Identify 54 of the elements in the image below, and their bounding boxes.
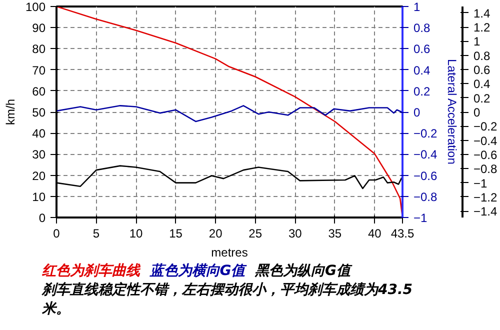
y3-tick-label: 1 (474, 34, 480, 49)
y3-tick-label: 0.6 (474, 63, 491, 78)
y3-tick-label: −1.4 (474, 204, 498, 219)
y3-tick-label: 0.8 (474, 48, 491, 63)
x-tick-label: 30 (288, 226, 302, 240)
y-tick-label: 80 (32, 42, 46, 56)
y-tick-label: 100 (25, 0, 46, 14)
x-tick-label: 35 (328, 226, 342, 240)
x-axis-title: metres (211, 246, 248, 260)
y3-tick-label: 0.4 (474, 77, 491, 92)
y-tick-label: 90 (32, 21, 46, 36)
x-tick-label: 15 (169, 226, 183, 240)
y2-tick-label: −1 (414, 211, 428, 225)
y-tick-label: 30 (32, 148, 46, 162)
text: 蓝色为横向G值 (150, 263, 246, 279)
y-tick-label: 20 (32, 168, 46, 183)
y3-tick-label: −0.6 (474, 148, 498, 162)
y-tick-label: 50 (32, 106, 46, 120)
text: 黑色为纵向G值 (255, 263, 350, 279)
y2-tick-label: −0.2 (414, 126, 438, 141)
y-axis-title: km/h (3, 98, 18, 125)
y3-tick-label: −0.4 (474, 134, 498, 148)
y-tick-label: 10 (32, 190, 46, 204)
y2-tick-label: −0.8 (414, 190, 438, 204)
y2-tick-label: 0.8 (414, 21, 431, 36)
y3-tick-label: −0.8 (474, 162, 498, 176)
x-tick-label: 40 (368, 226, 382, 240)
x-tick-label: 20 (208, 226, 223, 240)
y2-tick-label: 1 (414, 0, 420, 14)
text: 刹车直线稳定性不错，左右摆动很小，平均刹车成绩为43.5米。 (42, 281, 414, 319)
text: 红色为刹车曲线 (42, 263, 140, 279)
y3-tick-label: −1.2 (474, 190, 498, 204)
y3-tick-label: −0.2 (474, 120, 498, 134)
y-tick-label: 40 (32, 126, 46, 141)
x-tick-label: 5 (92, 226, 100, 240)
y-tick-label: 0 (38, 211, 46, 225)
x-tick-label: 25 (248, 226, 262, 240)
x-tick-label: 43.5 (390, 226, 415, 240)
x-tick-label: 10 (129, 226, 144, 240)
y2-tick-label: 0.6 (414, 42, 431, 56)
y-tick-label: 60 (32, 84, 46, 98)
y2-axis-title: Lateral Acceleration (445, 58, 460, 164)
y2-tick-label: 0.4 (414, 63, 431, 78)
y2-tick-label: 0.2 (414, 84, 431, 98)
y2-tick-label: −0.4 (414, 148, 438, 162)
y2-tick-label: 0 (414, 106, 420, 120)
y-tick-label: 70 (32, 63, 46, 78)
x-tick-label: 0 (53, 226, 60, 240)
y3-tick-label: −1 (474, 176, 488, 190)
y3-tick-label: 0.2 (474, 91, 491, 106)
y3-tick-label: 0 (474, 106, 480, 120)
y3-tick-label: 1.2 (474, 20, 491, 35)
y2-tick-label: −0.6 (414, 168, 438, 183)
y3-tick-label: 1.4 (474, 6, 491, 20)
